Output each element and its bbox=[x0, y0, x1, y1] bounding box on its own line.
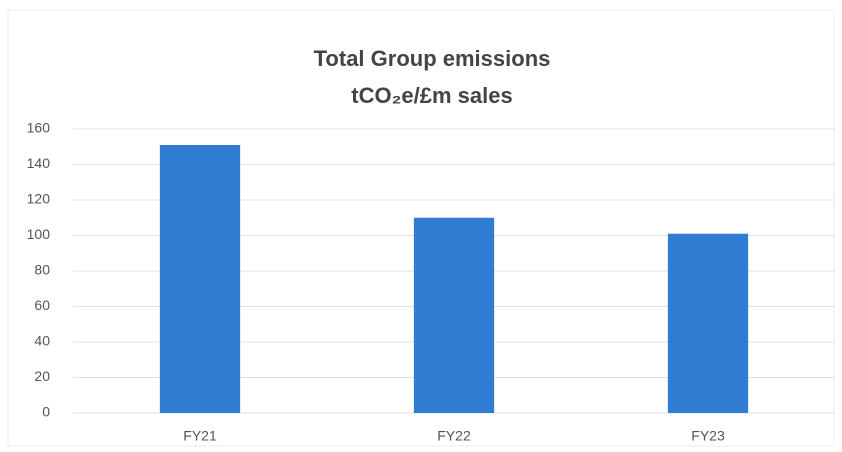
x-tick-label: FY23 bbox=[691, 428, 725, 444]
y-tick-label: 120 bbox=[27, 191, 51, 207]
bar bbox=[159, 144, 241, 413]
bar bbox=[413, 217, 495, 413]
y-tick-label: 20 bbox=[34, 368, 50, 384]
y-tick-label: 80 bbox=[34, 262, 50, 278]
x-tick-label: FY21 bbox=[183, 428, 217, 444]
y-tick-label: 140 bbox=[27, 155, 51, 171]
x-tick-label: FY22 bbox=[437, 428, 471, 444]
y-tick-label: 100 bbox=[27, 226, 51, 242]
y-tick-label: 60 bbox=[34, 297, 50, 313]
y-tick-label: 160 bbox=[27, 120, 51, 136]
bar bbox=[667, 233, 749, 413]
y-tick-label: 40 bbox=[34, 333, 50, 349]
chart-title: Total Group emissions bbox=[314, 46, 551, 71]
chart-subtitle: tCO₂e/£m sales bbox=[351, 83, 512, 108]
y-tick-label: 0 bbox=[42, 404, 50, 420]
